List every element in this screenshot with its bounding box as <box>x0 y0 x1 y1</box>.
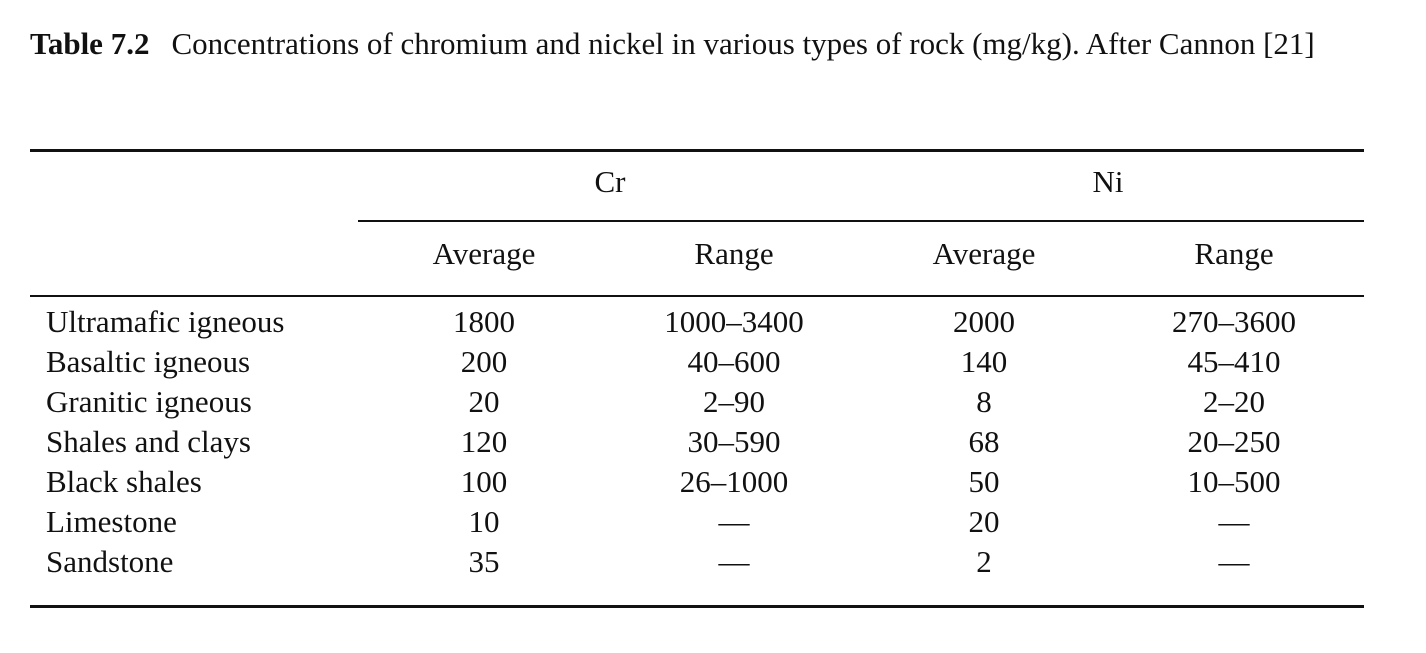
cr-average-cell: 1800 <box>453 304 515 339</box>
table-row: Sandstone 35 — 2 — <box>0 542 1426 582</box>
cr-average-cell: 20 <box>468 384 500 419</box>
ni-range-cell: 2–20 <box>1203 384 1265 419</box>
cr-range-cell: 26–1000 <box>679 464 789 499</box>
cr-average-cell: 120 <box>460 424 508 459</box>
table-row: Limestone 10 — 20 — <box>0 502 1426 542</box>
cr-average-cell: 100 <box>460 464 508 499</box>
row-label: Black shales <box>46 464 202 499</box>
table-row: Shales and clays 120 30–590 68 20–250 <box>0 422 1426 462</box>
caption-text: Concentrations of chromium and nickel in… <box>171 26 1315 61</box>
ni-average-cell: 68 <box>968 424 1000 459</box>
table-number: Table 7.2 <box>30 26 150 61</box>
row-label: Shales and clays <box>46 424 251 459</box>
ni-average-cell: 140 <box>960 344 1008 379</box>
ni-range-cell: 20–250 <box>1187 424 1281 459</box>
ni-average-cell: 2000 <box>953 304 1015 339</box>
table-row: Ultramafic igneous 1800 1000–3400 2000 2… <box>0 302 1426 342</box>
bottom-rule <box>30 605 1364 608</box>
column-header-cr-range: Range <box>694 236 774 271</box>
ni-average-cell: 20 <box>968 504 1000 539</box>
row-label: Limestone <box>46 504 177 539</box>
ni-average-cell: 50 <box>968 464 1000 499</box>
column-header-cr-average: Average <box>432 236 536 271</box>
table-row: Black shales 100 26–1000 50 10–500 <box>0 462 1426 502</box>
row-label: Granitic igneous <box>46 384 252 419</box>
cr-average-cell: 200 <box>460 344 508 379</box>
cr-range-cell: 1000–3400 <box>664 304 804 339</box>
cr-range-cell: — <box>718 544 750 579</box>
ni-range-cell: — <box>1218 544 1250 579</box>
cr-range-cell: 2–90 <box>703 384 765 419</box>
group-span-rule <box>358 220 1364 222</box>
column-header-ni-average: Average <box>932 236 1036 271</box>
cr-average-cell: 35 <box>468 544 500 579</box>
header-rule <box>30 295 1364 297</box>
column-header-ni-range: Range <box>1194 236 1274 271</box>
ni-range-cell: 45–410 <box>1187 344 1281 379</box>
ni-average-cell: 2 <box>976 544 992 579</box>
row-label: Ultramafic igneous <box>46 304 285 339</box>
row-label: Basaltic igneous <box>46 344 251 379</box>
row-label: Sandstone <box>46 544 174 579</box>
group-header-ni: Ni <box>1092 164 1124 199</box>
top-rule <box>30 149 1364 152</box>
cr-range-cell: 30–590 <box>687 424 781 459</box>
table-row: Granitic igneous 20 2–90 8 2–20 <box>0 382 1426 422</box>
group-header-cr: Cr <box>594 164 626 199</box>
ni-range-cell: 270–3600 <box>1172 304 1296 339</box>
ni-range-cell: 10–500 <box>1187 464 1281 499</box>
cr-range-cell: 40–600 <box>687 344 781 379</box>
table-caption: Table 7.2 Concentrations of chromium and … <box>30 24 1370 64</box>
ni-range-cell: — <box>1218 504 1250 539</box>
table-row: Basaltic igneous 200 40–600 140 45–410 <box>0 342 1426 382</box>
ni-average-cell: 8 <box>976 384 992 419</box>
cr-range-cell: — <box>718 504 750 539</box>
cr-average-cell: 10 <box>468 504 500 539</box>
